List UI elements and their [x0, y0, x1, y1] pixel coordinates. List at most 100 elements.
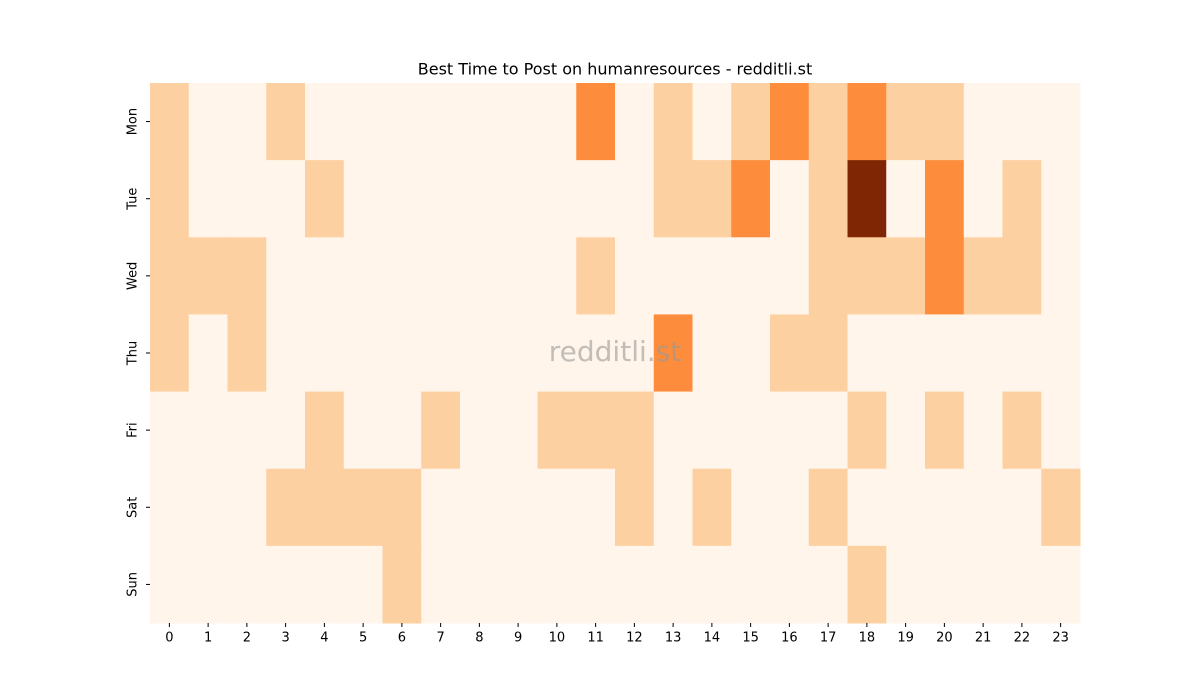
heat-cell	[1041, 468, 1081, 547]
x-tick-label: 9	[514, 631, 522, 646]
heat-cell	[886, 83, 926, 161]
heat-cell	[963, 391, 1003, 470]
chart-title: Best Time to Post on humanresources - re…	[418, 60, 812, 79]
heat-cell	[188, 314, 228, 393]
heat-cell	[382, 545, 422, 624]
x-tick-label: 11	[587, 631, 604, 646]
heat-cell	[1002, 314, 1042, 393]
heat-cell	[188, 468, 228, 547]
heat-cell	[847, 160, 887, 238]
heat-cell	[537, 391, 577, 470]
heat-cell	[1041, 545, 1081, 624]
heat-cell	[188, 83, 228, 161]
heat-cell	[808, 545, 848, 624]
heat-cell	[576, 237, 616, 315]
heat-cell	[150, 314, 190, 393]
x-tick-label: 3	[281, 631, 289, 646]
heat-cell	[266, 160, 306, 238]
heat-cell	[731, 83, 771, 161]
x-tick-label: 10	[549, 631, 566, 646]
heat-cell	[421, 391, 461, 470]
heat-cell	[576, 160, 616, 238]
heat-cell	[576, 468, 616, 547]
heat-cell	[227, 160, 267, 238]
heat-cell	[653, 160, 693, 238]
heat-cell	[808, 314, 848, 393]
y-tick-label: Mon	[126, 108, 141, 135]
heat-cell	[498, 314, 538, 393]
x-tick-label: 13	[665, 631, 682, 646]
heat-cell	[266, 391, 306, 470]
heat-cell	[266, 314, 306, 393]
heat-cell	[963, 83, 1003, 161]
heat-cell	[1002, 83, 1042, 161]
heat-cell	[150, 237, 190, 315]
heat-cell	[460, 160, 500, 238]
x-tick-label: 12	[626, 631, 643, 646]
heat-cell	[150, 160, 190, 238]
heat-cell	[847, 237, 887, 315]
x-tick-label: 22	[1014, 631, 1031, 646]
y-tick-label: Wed	[126, 262, 141, 290]
heat-cell	[188, 160, 228, 238]
heat-cell	[1041, 83, 1081, 161]
heat-cell	[382, 160, 422, 238]
heat-cell	[963, 468, 1003, 547]
heat-cell	[615, 160, 655, 238]
heat-cell	[343, 545, 383, 624]
heat-cell	[653, 545, 693, 624]
heat-cell	[1002, 160, 1042, 238]
heat-cell	[886, 160, 926, 238]
heat-cell	[653, 468, 693, 547]
heat-cell	[847, 468, 887, 547]
heat-cell	[305, 83, 345, 161]
heat-cell	[925, 237, 965, 315]
heat-cell	[1041, 391, 1081, 470]
heat-cell	[421, 83, 461, 161]
heat-cell	[1002, 468, 1042, 547]
heat-cell	[460, 391, 500, 470]
x-tick-label: 21	[975, 631, 992, 646]
heat-cell	[770, 83, 810, 161]
x-tick-label: 5	[359, 631, 367, 646]
x-tick-label: 0	[165, 631, 173, 646]
heat-cell	[653, 314, 693, 393]
heat-cell	[576, 314, 616, 393]
heat-cell	[886, 468, 926, 547]
heat-cell	[343, 160, 383, 238]
heat-cell	[886, 391, 926, 470]
heat-cell	[963, 160, 1003, 238]
heat-cell	[1041, 160, 1081, 238]
heat-cell	[382, 391, 422, 470]
heat-cell	[615, 314, 655, 393]
heat-cell	[847, 545, 887, 624]
x-tick-label: 16	[781, 631, 798, 646]
heat-cell	[537, 545, 577, 624]
heat-cell	[150, 391, 190, 470]
heat-cell	[1002, 237, 1042, 315]
heat-cell	[847, 391, 887, 470]
heat-cell	[731, 391, 771, 470]
y-tick-label: Tue	[126, 188, 141, 211]
heat-cell	[770, 545, 810, 624]
heat-cell	[188, 391, 228, 470]
heat-cell	[498, 391, 538, 470]
heat-cell	[150, 545, 190, 624]
heat-cell	[615, 83, 655, 161]
x-tick-label: 7	[436, 631, 444, 646]
heat-cell	[1041, 237, 1081, 315]
heat-cell	[731, 314, 771, 393]
heat-cell	[460, 83, 500, 161]
heat-cell	[460, 468, 500, 547]
heat-cell	[227, 237, 267, 315]
x-tick-label: 23	[1052, 631, 1069, 646]
heat-cell	[343, 314, 383, 393]
heat-cell	[498, 545, 538, 624]
heat-cell	[266, 468, 306, 547]
heat-cell	[925, 468, 965, 547]
x-tick-label: 20	[936, 631, 953, 646]
watermark: redditli.st	[549, 335, 681, 368]
heat-cell	[692, 545, 732, 624]
heat-cell	[808, 237, 848, 315]
